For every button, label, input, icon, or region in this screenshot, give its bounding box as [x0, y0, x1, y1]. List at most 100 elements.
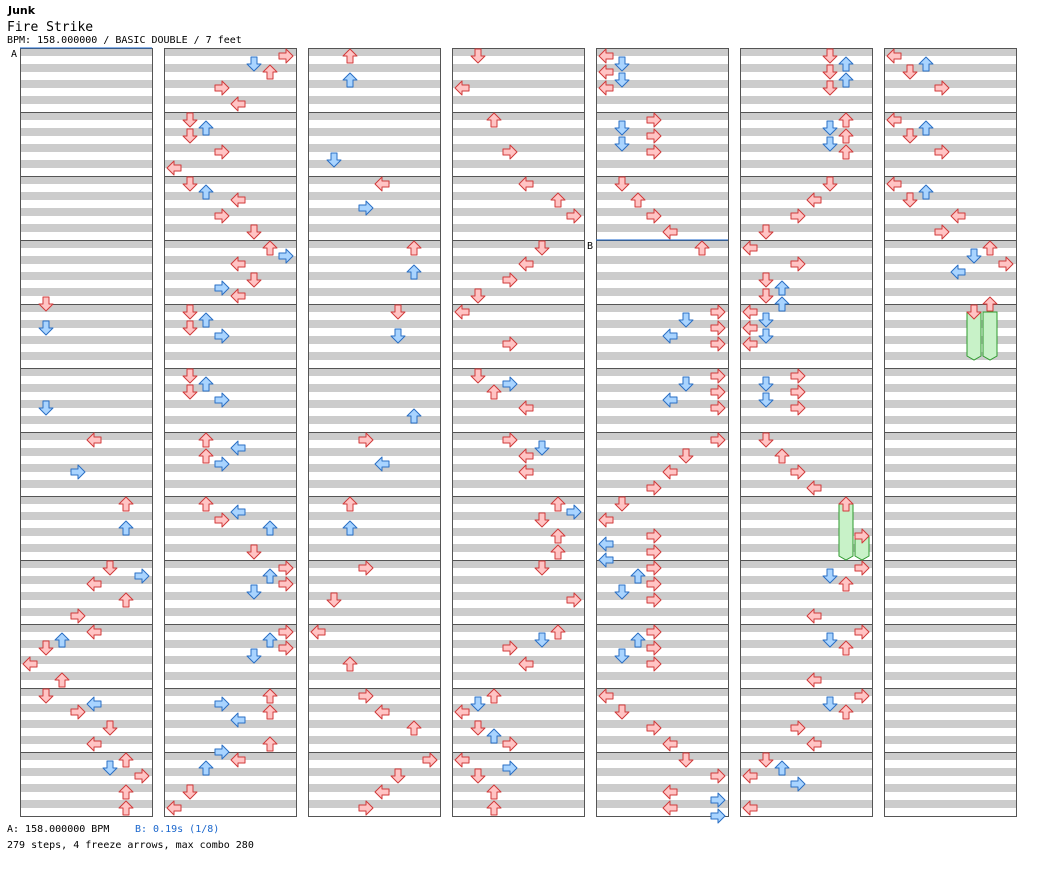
arrow-down-icon	[182, 384, 198, 400]
arrow-left-icon	[598, 48, 614, 64]
measure	[164, 368, 297, 433]
arrow-right-icon	[278, 640, 294, 656]
arrow-up-icon	[262, 520, 278, 536]
measure	[452, 112, 585, 177]
arrow-down-icon	[326, 152, 342, 168]
measure	[308, 112, 441, 177]
arrow-left-icon	[886, 176, 902, 192]
arrow-up-icon	[486, 112, 502, 128]
arrow-right-icon	[646, 656, 662, 672]
measure	[884, 752, 1017, 817]
arrow-up-icon	[262, 568, 278, 584]
arrow-up-icon	[838, 72, 854, 88]
arrow-left-icon	[518, 400, 534, 416]
arrow-up-icon	[550, 528, 566, 544]
arrow-right-icon	[998, 256, 1014, 272]
arrow-left-icon	[86, 696, 102, 712]
arrow-up-icon	[54, 632, 70, 648]
measure	[596, 240, 729, 305]
measure	[20, 304, 153, 369]
measure	[452, 688, 585, 753]
arrow-up-icon	[118, 520, 134, 536]
measure	[596, 688, 729, 753]
arrow-right-icon	[502, 760, 518, 776]
arrow-up-icon	[774, 448, 790, 464]
measure	[20, 112, 153, 177]
arrow-up-icon	[774, 760, 790, 776]
arrow-down-icon	[182, 304, 198, 320]
arrow-up-icon	[918, 120, 934, 136]
measure	[20, 432, 153, 497]
arrow-right-icon	[214, 744, 230, 760]
arrow-down-icon	[38, 640, 54, 656]
arrow-down-icon	[534, 240, 550, 256]
measure	[308, 624, 441, 689]
measure	[452, 48, 585, 113]
arrow-up-icon	[118, 592, 134, 608]
measure	[308, 368, 441, 433]
arrow-up-icon	[198, 448, 214, 464]
arrow-up-icon	[486, 688, 502, 704]
measure	[596, 432, 729, 497]
arrow-down-icon	[758, 376, 774, 392]
arrow-right-icon	[566, 208, 582, 224]
arrow-down-icon	[758, 224, 774, 240]
arrow-down-icon	[182, 320, 198, 336]
freeze-arrow-body	[838, 503, 854, 561]
arrow-left-icon	[518, 656, 534, 672]
measure	[596, 752, 729, 817]
arrow-down-icon	[102, 560, 118, 576]
arrow-left-icon	[806, 672, 822, 688]
arrow-right-icon	[934, 80, 950, 96]
measure	[740, 432, 873, 497]
measure	[740, 688, 873, 753]
measure	[308, 432, 441, 497]
arrow-left-icon	[662, 464, 678, 480]
arrow-right-icon	[646, 480, 662, 496]
arrow-down-icon	[614, 176, 630, 192]
arrow-up-icon	[262, 688, 278, 704]
arrow-up-icon	[486, 728, 502, 744]
arrow-up-icon	[118, 784, 134, 800]
arrow-left-icon	[230, 96, 246, 112]
measure	[884, 48, 1017, 113]
arrow-up-icon	[918, 184, 934, 200]
arrow-right-icon	[646, 576, 662, 592]
arrow-left-icon	[230, 504, 246, 520]
arrow-right-icon	[214, 280, 230, 296]
measure	[164, 688, 297, 753]
arrow-left-icon	[662, 224, 678, 240]
arrow-up-icon	[342, 48, 358, 64]
measure	[20, 560, 153, 625]
arrow-right-icon	[710, 304, 726, 320]
arrow-down-icon	[470, 720, 486, 736]
arrow-up-icon	[198, 760, 214, 776]
measure	[20, 688, 153, 753]
arrow-up-icon	[406, 408, 422, 424]
arrow-right-icon	[502, 736, 518, 752]
arrow-down-icon	[614, 648, 630, 664]
measure	[308, 48, 441, 113]
arrow-up-icon	[262, 64, 278, 80]
arrow-left-icon	[950, 264, 966, 280]
arrow-right-icon	[646, 128, 662, 144]
arrow-up-icon	[838, 704, 854, 720]
arrow-down-icon	[102, 760, 118, 776]
arrow-down-icon	[822, 568, 838, 584]
arrow-up-icon	[838, 56, 854, 72]
arrow-left-icon	[86, 736, 102, 752]
measure	[884, 240, 1017, 305]
arrow-down-icon	[614, 72, 630, 88]
arrow-left-icon	[598, 80, 614, 96]
arrow-down-icon	[902, 192, 918, 208]
measure	[884, 176, 1017, 241]
arrow-up-icon	[550, 544, 566, 560]
arrow-right-icon	[214, 392, 230, 408]
arrow-up-icon	[262, 240, 278, 256]
arrow-up-icon	[198, 184, 214, 200]
arrow-right-icon	[134, 568, 150, 584]
arrow-down-icon	[966, 304, 982, 320]
bpm-marker-label: A	[11, 49, 17, 60]
measure	[308, 752, 441, 817]
